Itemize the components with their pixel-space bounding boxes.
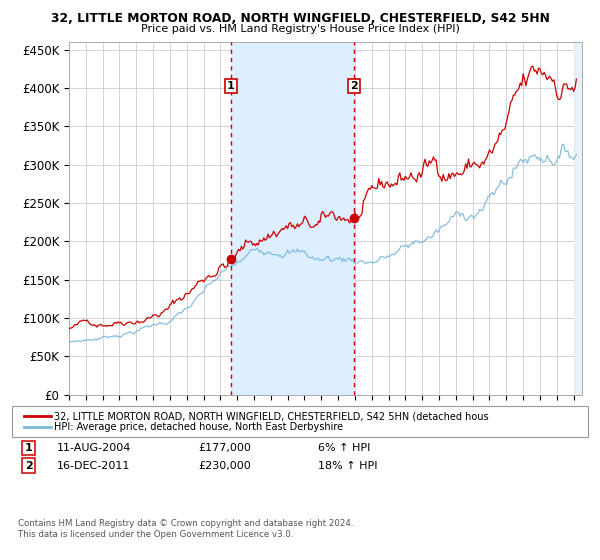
Text: 1: 1 xyxy=(227,81,235,91)
Text: Price paid vs. HM Land Registry's House Price Index (HPI): Price paid vs. HM Land Registry's House … xyxy=(140,24,460,34)
Text: £177,000: £177,000 xyxy=(198,443,251,453)
Text: 32, LITTLE MORTON ROAD, NORTH WINGFIELD, CHESTERFIELD, S42 5HN (detached hous: 32, LITTLE MORTON ROAD, NORTH WINGFIELD,… xyxy=(54,411,488,421)
Text: 2: 2 xyxy=(25,461,32,471)
Bar xyxy=(230,42,354,395)
Text: 11-AUG-2004: 11-AUG-2004 xyxy=(57,443,131,453)
Text: HPI: Average price, detached house, North East Derbyshire: HPI: Average price, detached house, Nort… xyxy=(54,422,343,432)
Text: £230,000: £230,000 xyxy=(198,461,251,471)
Text: 2: 2 xyxy=(350,81,358,91)
Text: 16-DEC-2011: 16-DEC-2011 xyxy=(57,461,130,471)
Text: 6% ↑ HPI: 6% ↑ HPI xyxy=(318,443,370,453)
Bar xyxy=(574,42,582,395)
Text: 18% ↑ HPI: 18% ↑ HPI xyxy=(318,461,377,471)
Text: Contains HM Land Registry data © Crown copyright and database right 2024.
This d: Contains HM Land Registry data © Crown c… xyxy=(18,519,353,539)
Text: 32, LITTLE MORTON ROAD, NORTH WINGFIELD, CHESTERFIELD, S42 5HN: 32, LITTLE MORTON ROAD, NORTH WINGFIELD,… xyxy=(50,12,550,25)
Text: 1: 1 xyxy=(25,443,32,453)
